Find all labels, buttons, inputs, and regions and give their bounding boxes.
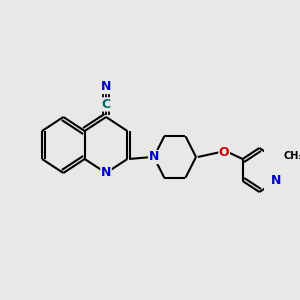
Text: N: N [101,167,111,179]
Text: N: N [148,151,159,164]
Text: O: O [219,146,230,158]
Text: CH₃: CH₃ [284,151,300,161]
Text: N: N [101,80,111,94]
Text: C: C [101,98,111,111]
Text: N: N [271,175,281,188]
